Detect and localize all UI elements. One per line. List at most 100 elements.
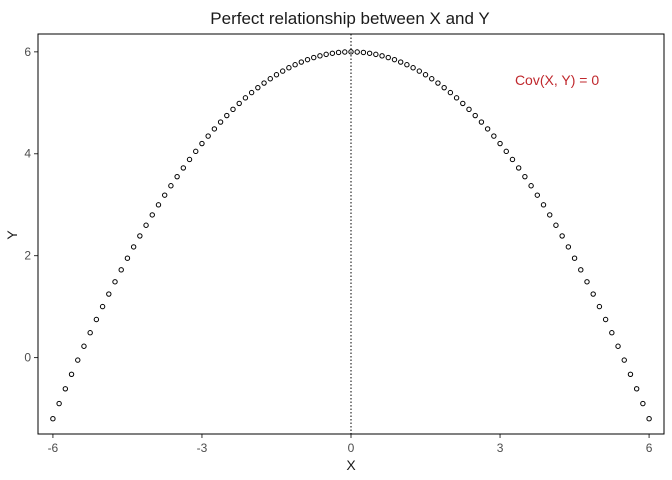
data-point (515, 165, 522, 171)
data-point (366, 50, 373, 56)
data-point (317, 53, 323, 59)
data-point (329, 50, 336, 56)
data-point (217, 119, 224, 125)
data-point (416, 68, 423, 74)
y-axis-title: Y (4, 230, 20, 240)
data-point (93, 316, 100, 323)
data-point (137, 233, 143, 239)
data-point (422, 72, 429, 78)
data-point (130, 244, 137, 250)
data-point (478, 119, 485, 125)
data-point (68, 371, 75, 377)
data-point (609, 330, 615, 336)
data-points (50, 49, 652, 422)
data-point (397, 59, 404, 65)
data-point (99, 303, 106, 310)
data-point (75, 357, 81, 363)
data-point (155, 202, 162, 208)
data-point (180, 165, 187, 171)
x-tick-label: 6 (646, 441, 653, 455)
data-point (584, 279, 590, 285)
data-point (118, 267, 124, 273)
data-point (193, 148, 199, 155)
data-point (50, 416, 56, 422)
data-point (503, 148, 509, 155)
data-point (205, 133, 211, 139)
data-point (447, 89, 454, 96)
x-tick-label: 0 (348, 441, 355, 455)
data-point (323, 51, 329, 58)
y-tick-label: 2 (24, 249, 31, 263)
data-point (509, 156, 516, 163)
y-axis: 0 2 4 6 (24, 45, 38, 365)
data-point (534, 192, 541, 198)
data-point (360, 49, 367, 56)
data-point (472, 112, 478, 119)
data-point (373, 51, 379, 58)
data-point (460, 100, 466, 107)
y-tick-label: 6 (24, 45, 31, 59)
data-point (590, 291, 596, 297)
data-point (292, 62, 298, 68)
data-point (149, 212, 155, 218)
data-point (62, 386, 69, 392)
data-point (571, 255, 578, 261)
data-point (342, 49, 348, 55)
data-point (255, 84, 261, 91)
data-point (553, 222, 559, 228)
data-point (379, 53, 385, 59)
data-point (87, 330, 93, 336)
x-tick-label: -6 (48, 441, 59, 455)
data-point (236, 100, 242, 107)
data-point (168, 183, 174, 189)
data-point (596, 303, 603, 310)
data-point (441, 84, 447, 91)
data-point (348, 49, 354, 55)
data-point (497, 140, 503, 147)
x-axis: -6 -3 0 3 6 (48, 434, 653, 455)
data-point (565, 244, 572, 250)
data-point (484, 126, 491, 132)
data-point (435, 80, 441, 86)
data-point (491, 133, 497, 139)
y-tick-label: 0 (24, 351, 31, 365)
data-point (559, 233, 565, 239)
data-point (124, 255, 131, 261)
data-point (143, 222, 149, 228)
data-point (354, 49, 360, 55)
data-point (273, 72, 280, 78)
data-point (602, 316, 609, 323)
data-point (311, 54, 317, 61)
data-point (547, 212, 553, 218)
data-point (286, 65, 292, 71)
data-point (522, 173, 528, 180)
data-point (106, 291, 112, 297)
data-point (81, 343, 87, 349)
data-point (161, 192, 168, 198)
data-point (248, 89, 255, 96)
data-point (528, 183, 534, 189)
data-point (410, 65, 416, 71)
data-point (211, 126, 218, 132)
data-point (646, 416, 652, 422)
data-point (304, 56, 311, 63)
data-point (267, 76, 273, 82)
data-point (621, 357, 627, 363)
data-point (385, 54, 391, 61)
data-point (615, 343, 621, 349)
data-point (633, 386, 640, 392)
y-tick-label: 4 (24, 147, 31, 161)
data-point (224, 112, 230, 119)
data-point (242, 95, 249, 101)
chart-title: Perfect relationship between X and Y (210, 9, 489, 28)
data-point (391, 56, 398, 63)
data-point (429, 76, 435, 82)
data-point (578, 267, 584, 273)
x-tick-label: -3 (197, 441, 208, 455)
data-point (466, 106, 472, 113)
x-tick-label: 3 (497, 441, 504, 455)
data-point (298, 59, 305, 65)
data-point (261, 80, 267, 86)
data-point (174, 173, 180, 180)
